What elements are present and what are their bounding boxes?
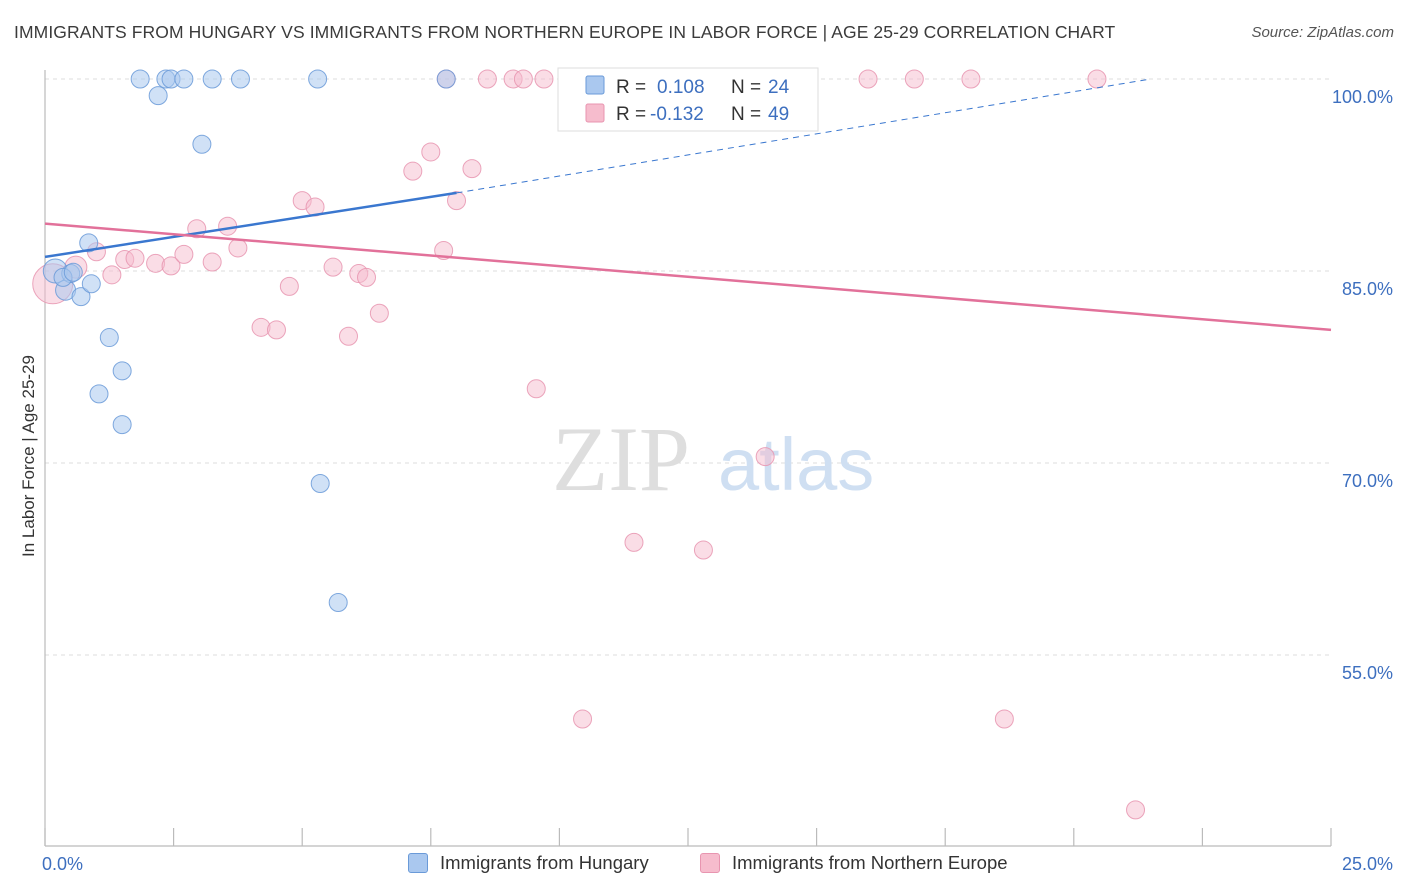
x-tick-label-max: 25.0%: [1342, 854, 1393, 874]
point-hungary: [71, 287, 91, 307]
legend-n-label-1: N =: [731, 77, 761, 98]
point-hungary: [230, 69, 250, 89]
point-hungary: [112, 361, 132, 381]
point-northern-europe: [266, 320, 286, 340]
point-northern-europe: [961, 69, 981, 89]
point-hungary: [112, 415, 132, 435]
point-hungary: [328, 593, 348, 613]
trendline-hungary-extension: [456, 78, 1152, 194]
trendline-hungary: [44, 191, 457, 259]
legend-r-value-2: -0.132: [650, 104, 704, 125]
legend-n-value-1: 24: [768, 77, 790, 98]
watermark: ZIP atlas: [552, 408, 874, 510]
point-northern-europe: [477, 69, 497, 89]
trend-layer: [44, 78, 1332, 332]
y-axis-label: In Labor Force | Age 25-29: [19, 355, 38, 557]
point-northern-europe: [447, 191, 467, 211]
point-hungary: [174, 69, 194, 89]
grid-layer: [45, 78, 1331, 656]
legend-n-value-2: 49: [768, 104, 789, 125]
chart-title: IMMIGRANTS FROM HUNGARY VS IMMIGRANTS FR…: [14, 22, 1116, 42]
point-hungary: [89, 384, 109, 404]
legend-r-label-1: R =: [616, 77, 646, 98]
point-hungary: [99, 328, 119, 348]
stats-legend: R = 0.108 N = 24 R = -0.132 N = 49: [557, 67, 819, 132]
point-hungary: [148, 86, 168, 106]
point-northern-europe: [513, 69, 533, 89]
point-northern-europe: [755, 447, 775, 467]
legend-label-hungary: Immigrants from Hungary: [440, 852, 649, 873]
point-northern-europe: [1087, 69, 1107, 89]
point-northern-europe: [323, 257, 343, 277]
x-tick-label-min: 0.0%: [42, 854, 83, 874]
point-northern-europe: [1126, 800, 1146, 820]
point-hungary: [202, 69, 222, 89]
y-tick-label: 85.0%: [1342, 279, 1393, 299]
point-northern-europe: [202, 252, 222, 272]
legend-label-northern-europe: Immigrants from Northern Europe: [732, 852, 1008, 873]
point-hungary: [192, 134, 212, 154]
legend-item-northern-europe: Immigrants from Northern Europe: [700, 852, 1008, 874]
point-northern-europe: [102, 265, 122, 285]
point-northern-europe: [994, 709, 1014, 729]
point-hungary: [436, 69, 456, 89]
point-northern-europe: [357, 267, 376, 287]
point-northern-europe: [693, 540, 713, 560]
legend-swatch-northern-europe-bottom: [700, 853, 720, 873]
legend-n-label-2: N =: [731, 104, 761, 125]
legend-r-value-1: 0.108: [657, 77, 705, 98]
point-hungary: [63, 262, 83, 282]
point-hungary: [81, 274, 101, 294]
point-northern-europe: [279, 276, 299, 296]
point-hungary: [79, 233, 99, 253]
legend-item-hungary: Immigrants from Hungary: [408, 852, 649, 874]
point-northern-europe: [904, 69, 924, 89]
point-hungary: [310, 473, 330, 493]
point-northern-europe: [228, 238, 248, 258]
point-northern-europe: [526, 379, 546, 399]
y-tick-label: 70.0%: [1342, 471, 1393, 491]
legend-swatch-hungary-bottom: [408, 853, 428, 873]
point-northern-europe: [462, 159, 482, 179]
point-northern-europe: [369, 303, 389, 323]
source-credit: Source: ZipAtlas.com: [1251, 24, 1394, 41]
point-northern-europe: [218, 216, 238, 236]
trendline-northern-europe: [44, 222, 1332, 332]
point-northern-europe: [421, 142, 441, 162]
y-tick-label: 100.0%: [1332, 87, 1393, 107]
point-northern-europe: [624, 532, 644, 552]
legend-swatch-northern-europe: [585, 103, 605, 123]
point-northern-europe: [573, 709, 593, 729]
point-hungary: [308, 69, 328, 89]
point-northern-europe: [125, 248, 145, 268]
legend-swatch-hungary: [585, 75, 605, 95]
point-northern-europe: [858, 69, 878, 89]
axes-layer: 100.0% 85.0% 70.0% 55.0% 0.0% 25.0%: [42, 70, 1393, 874]
point-northern-europe: [403, 161, 423, 181]
watermark-zip: ZIP: [552, 408, 690, 510]
point-northern-europe: [338, 326, 358, 346]
point-northern-europe: [174, 244, 194, 264]
y-tick-label: 55.0%: [1342, 663, 1393, 683]
watermark-atlas: atlas: [718, 423, 874, 506]
series-legend: Immigrants from Hungary Immigrants from …: [0, 852, 1406, 878]
legend-r-label-2: R =: [616, 104, 646, 125]
point-northern-europe: [534, 69, 554, 89]
point-northern-europe: [161, 256, 181, 276]
point-hungary: [130, 69, 150, 89]
